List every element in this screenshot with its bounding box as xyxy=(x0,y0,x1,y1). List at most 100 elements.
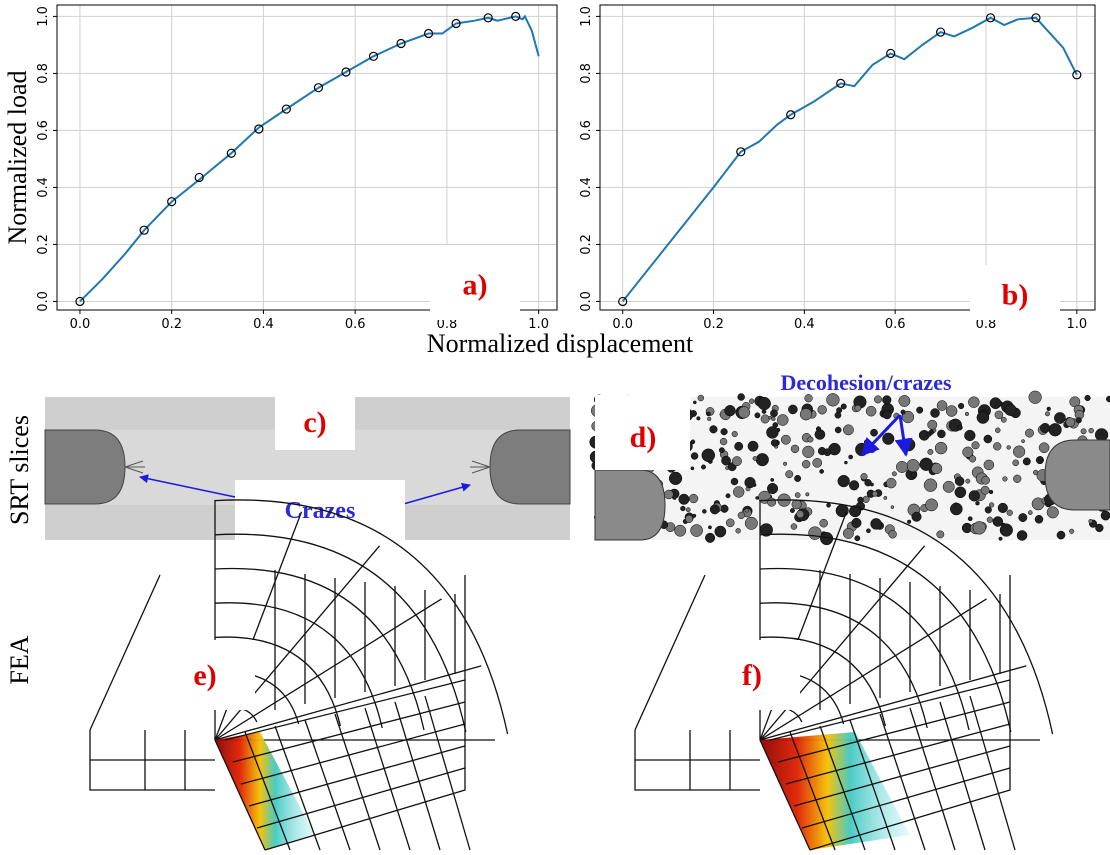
particle xyxy=(760,414,770,424)
marker xyxy=(226,148,236,158)
particle xyxy=(748,398,755,404)
particle xyxy=(776,414,789,426)
particle xyxy=(993,442,1002,451)
label-box xyxy=(970,265,1060,320)
particle xyxy=(680,505,686,512)
particle xyxy=(1012,459,1020,467)
particle xyxy=(708,525,712,530)
particle xyxy=(844,460,848,465)
y-tick-label: 0.4 xyxy=(36,177,51,198)
particle xyxy=(690,452,699,460)
particle xyxy=(988,489,994,495)
particle xyxy=(1100,510,1110,521)
mesh-line xyxy=(244,731,291,851)
plot-frame xyxy=(599,4,1096,311)
particle xyxy=(900,409,906,415)
particle xyxy=(725,518,735,528)
particle xyxy=(854,404,862,412)
particle xyxy=(770,478,775,482)
particle xyxy=(744,516,758,530)
particle xyxy=(1022,457,1031,466)
particle xyxy=(1021,439,1025,444)
particle xyxy=(706,411,711,417)
x-tick-label: 0.2 xyxy=(161,317,182,332)
particle xyxy=(696,416,701,421)
particle xyxy=(860,473,868,481)
particle xyxy=(804,394,813,403)
particle xyxy=(962,446,974,458)
particle xyxy=(692,513,697,518)
particle xyxy=(1000,416,1007,423)
particle xyxy=(968,455,977,463)
particle xyxy=(1044,411,1050,417)
particle xyxy=(733,486,745,498)
particle xyxy=(1006,445,1011,450)
particle xyxy=(874,395,882,404)
particle xyxy=(702,509,707,514)
particle xyxy=(843,424,854,436)
particle xyxy=(936,400,948,411)
particle xyxy=(737,511,746,520)
row-label: FEA xyxy=(5,635,34,684)
particle xyxy=(1080,428,1087,435)
particle xyxy=(690,524,703,537)
particle xyxy=(1088,519,1093,524)
particle xyxy=(834,411,842,419)
mesh-line xyxy=(394,701,441,851)
mesh-line xyxy=(256,767,466,829)
marker xyxy=(194,172,204,183)
particle xyxy=(992,516,1004,527)
particle xyxy=(802,445,815,458)
particle xyxy=(1065,417,1076,428)
particle xyxy=(999,523,1013,537)
particle xyxy=(1016,530,1028,541)
line xyxy=(621,16,1078,303)
mesh-line xyxy=(759,598,987,741)
mesh-line xyxy=(634,574,760,791)
y-tick-label: 0.6 xyxy=(36,120,51,141)
particle xyxy=(871,490,878,497)
marker xyxy=(313,83,324,93)
particle xyxy=(1084,394,1091,402)
particle xyxy=(927,448,934,455)
particle xyxy=(998,536,1003,541)
mesh-line xyxy=(759,567,970,731)
x-tick-label: 0.4 xyxy=(794,317,815,332)
particle xyxy=(984,506,992,514)
mesh-line xyxy=(879,713,926,851)
x-tick-label: 0.0 xyxy=(612,317,633,332)
particle xyxy=(854,535,861,542)
particle xyxy=(835,504,849,518)
particle xyxy=(994,410,1004,420)
y-tick-label: 0.6 xyxy=(579,120,594,141)
particle xyxy=(950,502,963,516)
marker xyxy=(836,78,846,88)
marker xyxy=(167,197,177,207)
particle xyxy=(709,425,718,434)
marker xyxy=(1072,70,1082,80)
particle xyxy=(928,429,935,435)
particle xyxy=(983,434,993,444)
particle xyxy=(971,441,980,450)
particle xyxy=(919,457,933,471)
x-tick-label: 0.6 xyxy=(885,317,906,332)
particle xyxy=(1006,509,1013,516)
particle xyxy=(925,498,938,512)
particle xyxy=(807,436,814,443)
mesh-line xyxy=(214,533,467,733)
mesh-line xyxy=(785,723,1011,785)
marker xyxy=(396,38,406,49)
particle xyxy=(1094,428,1109,442)
particle xyxy=(805,492,810,497)
particle xyxy=(674,524,687,537)
particle xyxy=(1040,422,1051,434)
mesh-line xyxy=(214,499,509,735)
particle xyxy=(1048,423,1062,437)
marker xyxy=(736,147,746,157)
particle xyxy=(790,523,798,530)
y-tick-label: 0.8 xyxy=(36,63,51,84)
particle xyxy=(701,464,706,470)
y-tick-label: 0.0 xyxy=(579,291,594,312)
particle xyxy=(911,511,922,522)
particle xyxy=(1106,395,1110,403)
